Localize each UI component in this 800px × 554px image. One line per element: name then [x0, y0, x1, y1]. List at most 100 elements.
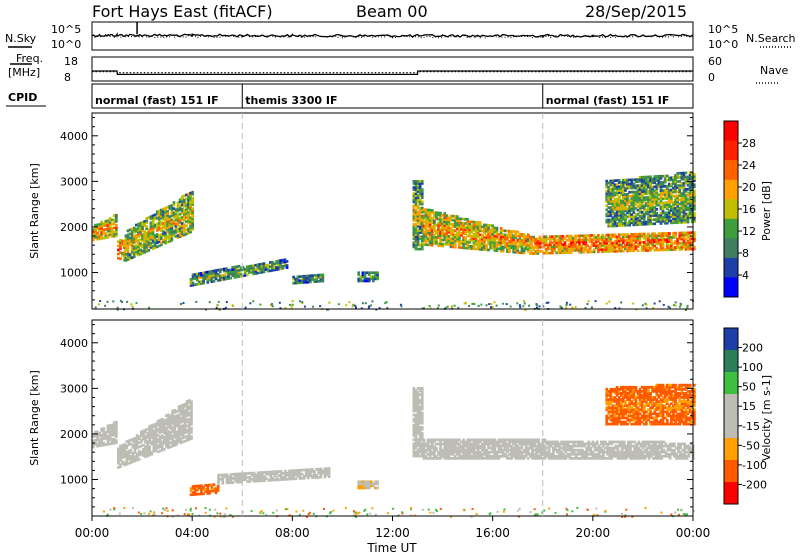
data-cell	[174, 214, 178, 218]
data-cell	[489, 224, 492, 227]
data-cell	[445, 234, 449, 238]
data-cell	[162, 209, 165, 213]
data-cell	[271, 262, 274, 266]
data-cell	[466, 222, 470, 225]
data-cell	[167, 415, 170, 419]
data-cell	[208, 270, 212, 274]
data-cell	[428, 448, 432, 452]
data-cell	[624, 221, 627, 225]
data-cell	[472, 237, 476, 240]
data-cell	[634, 221, 638, 224]
data-cell	[439, 222, 442, 225]
data-cell	[418, 200, 422, 204]
data-cell	[273, 470, 277, 474]
data-cell	[298, 473, 302, 476]
data-cell	[497, 247, 501, 251]
data-cell	[98, 440, 101, 443]
data-cell	[678, 202, 682, 206]
data-cell	[292, 473, 295, 477]
data-cell	[581, 457, 584, 460]
data-cell	[569, 251, 573, 254]
data-cell	[168, 235, 172, 239]
data-cell	[506, 438, 509, 442]
data-cell	[185, 428, 189, 432]
data-cell	[127, 455, 131, 459]
data-cell	[536, 248, 540, 251]
data-cell	[140, 434, 143, 438]
data-cell	[668, 178, 671, 182]
data-cell	[145, 245, 149, 249]
data-cell	[146, 448, 149, 452]
data-cell	[445, 222, 449, 226]
data-cell	[426, 223, 430, 226]
data-cell	[570, 450, 574, 454]
data-cell	[470, 454, 474, 458]
data-cell	[323, 475, 327, 479]
data-cell	[674, 186, 677, 190]
data-cell	[281, 476, 285, 479]
data-cell	[321, 273, 325, 277]
data-cell	[250, 478, 254, 481]
data-cell	[361, 271, 365, 275]
data-cell	[449, 438, 453, 442]
data-cell	[412, 188, 416, 191]
data-cell	[141, 235, 144, 239]
data-cell	[642, 204, 646, 208]
data-cell	[506, 233, 509, 237]
data-cell	[651, 179, 654, 183]
data-cell	[501, 241, 505, 245]
data-cell	[137, 243, 140, 246]
data-cell	[607, 235, 611, 239]
data-cell	[649, 175, 652, 179]
data-cell	[225, 271, 228, 275]
data-cell	[597, 238, 600, 241]
data-cell	[657, 216, 661, 219]
data-cell	[453, 243, 457, 247]
data-cell	[615, 235, 619, 239]
data-cell	[483, 236, 486, 239]
data-cell	[216, 485, 220, 488]
data-cell	[162, 232, 165, 236]
data-cell	[376, 482, 379, 486]
data-cell	[168, 219, 172, 223]
data-cell	[123, 447, 126, 450]
data-cell	[420, 245, 424, 249]
data-cell	[531, 440, 534, 444]
data-cell	[174, 224, 178, 228]
data-cell	[433, 446, 436, 450]
data-cell	[622, 249, 625, 253]
data-cell	[545, 301, 548, 304]
data-cell	[445, 444, 449, 448]
data-cell	[516, 240, 520, 244]
data-cell	[384, 302, 387, 305]
data-cell	[412, 426, 416, 429]
data-cell	[418, 444, 422, 448]
data-cell	[572, 236, 575, 240]
data-cell	[133, 445, 137, 448]
data-cell	[165, 439, 168, 442]
data-cell	[632, 219, 636, 223]
data-cell	[547, 440, 551, 444]
data-cell	[674, 248, 677, 251]
data-cell	[110, 218, 114, 222]
data-cell	[241, 268, 245, 271]
data-cell	[242, 478, 245, 482]
data-cell	[514, 250, 518, 254]
data-cell	[412, 225, 416, 228]
data-cell	[420, 401, 424, 405]
data-cell	[145, 241, 149, 245]
data-cell	[672, 180, 675, 184]
data-cell	[112, 234, 116, 238]
data-cell	[190, 420, 193, 424]
data-cell	[189, 230, 192, 234]
data-cell	[680, 202, 684, 206]
data-cell	[198, 282, 201, 286]
data-cell	[693, 216, 696, 219]
data-cell	[190, 400, 193, 404]
data-cell	[462, 440, 465, 444]
data-cell	[674, 207, 677, 210]
data-cell	[532, 248, 535, 251]
data-cell	[154, 447, 158, 450]
data-cell	[414, 210, 418, 214]
data-cell	[238, 474, 241, 478]
